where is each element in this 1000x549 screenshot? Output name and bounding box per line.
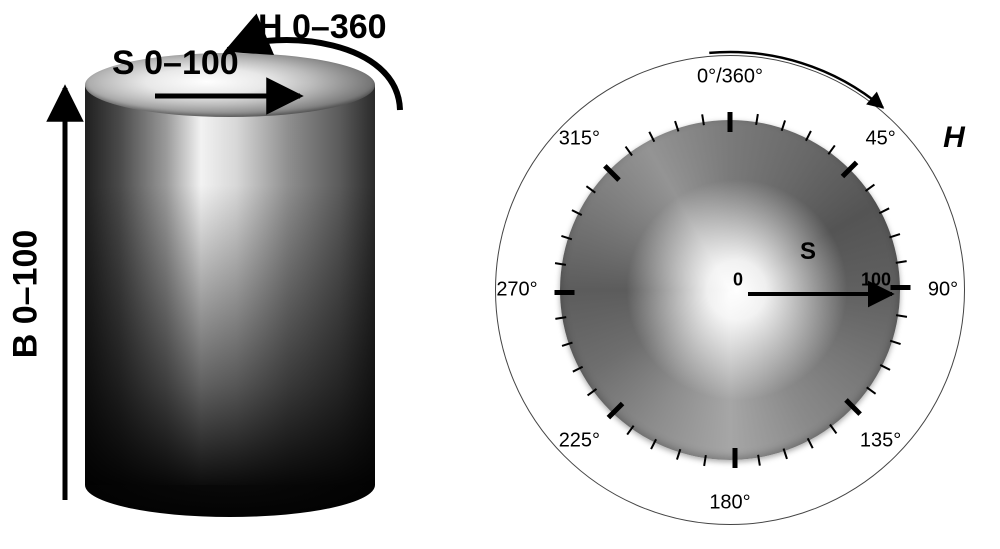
wheel-h-arc-arrow [709,52,883,108]
wheel-arrows [0,0,1000,549]
hsb-diagram: { "canvas": { "width": 1000, "height": 5… [0,0,1000,549]
